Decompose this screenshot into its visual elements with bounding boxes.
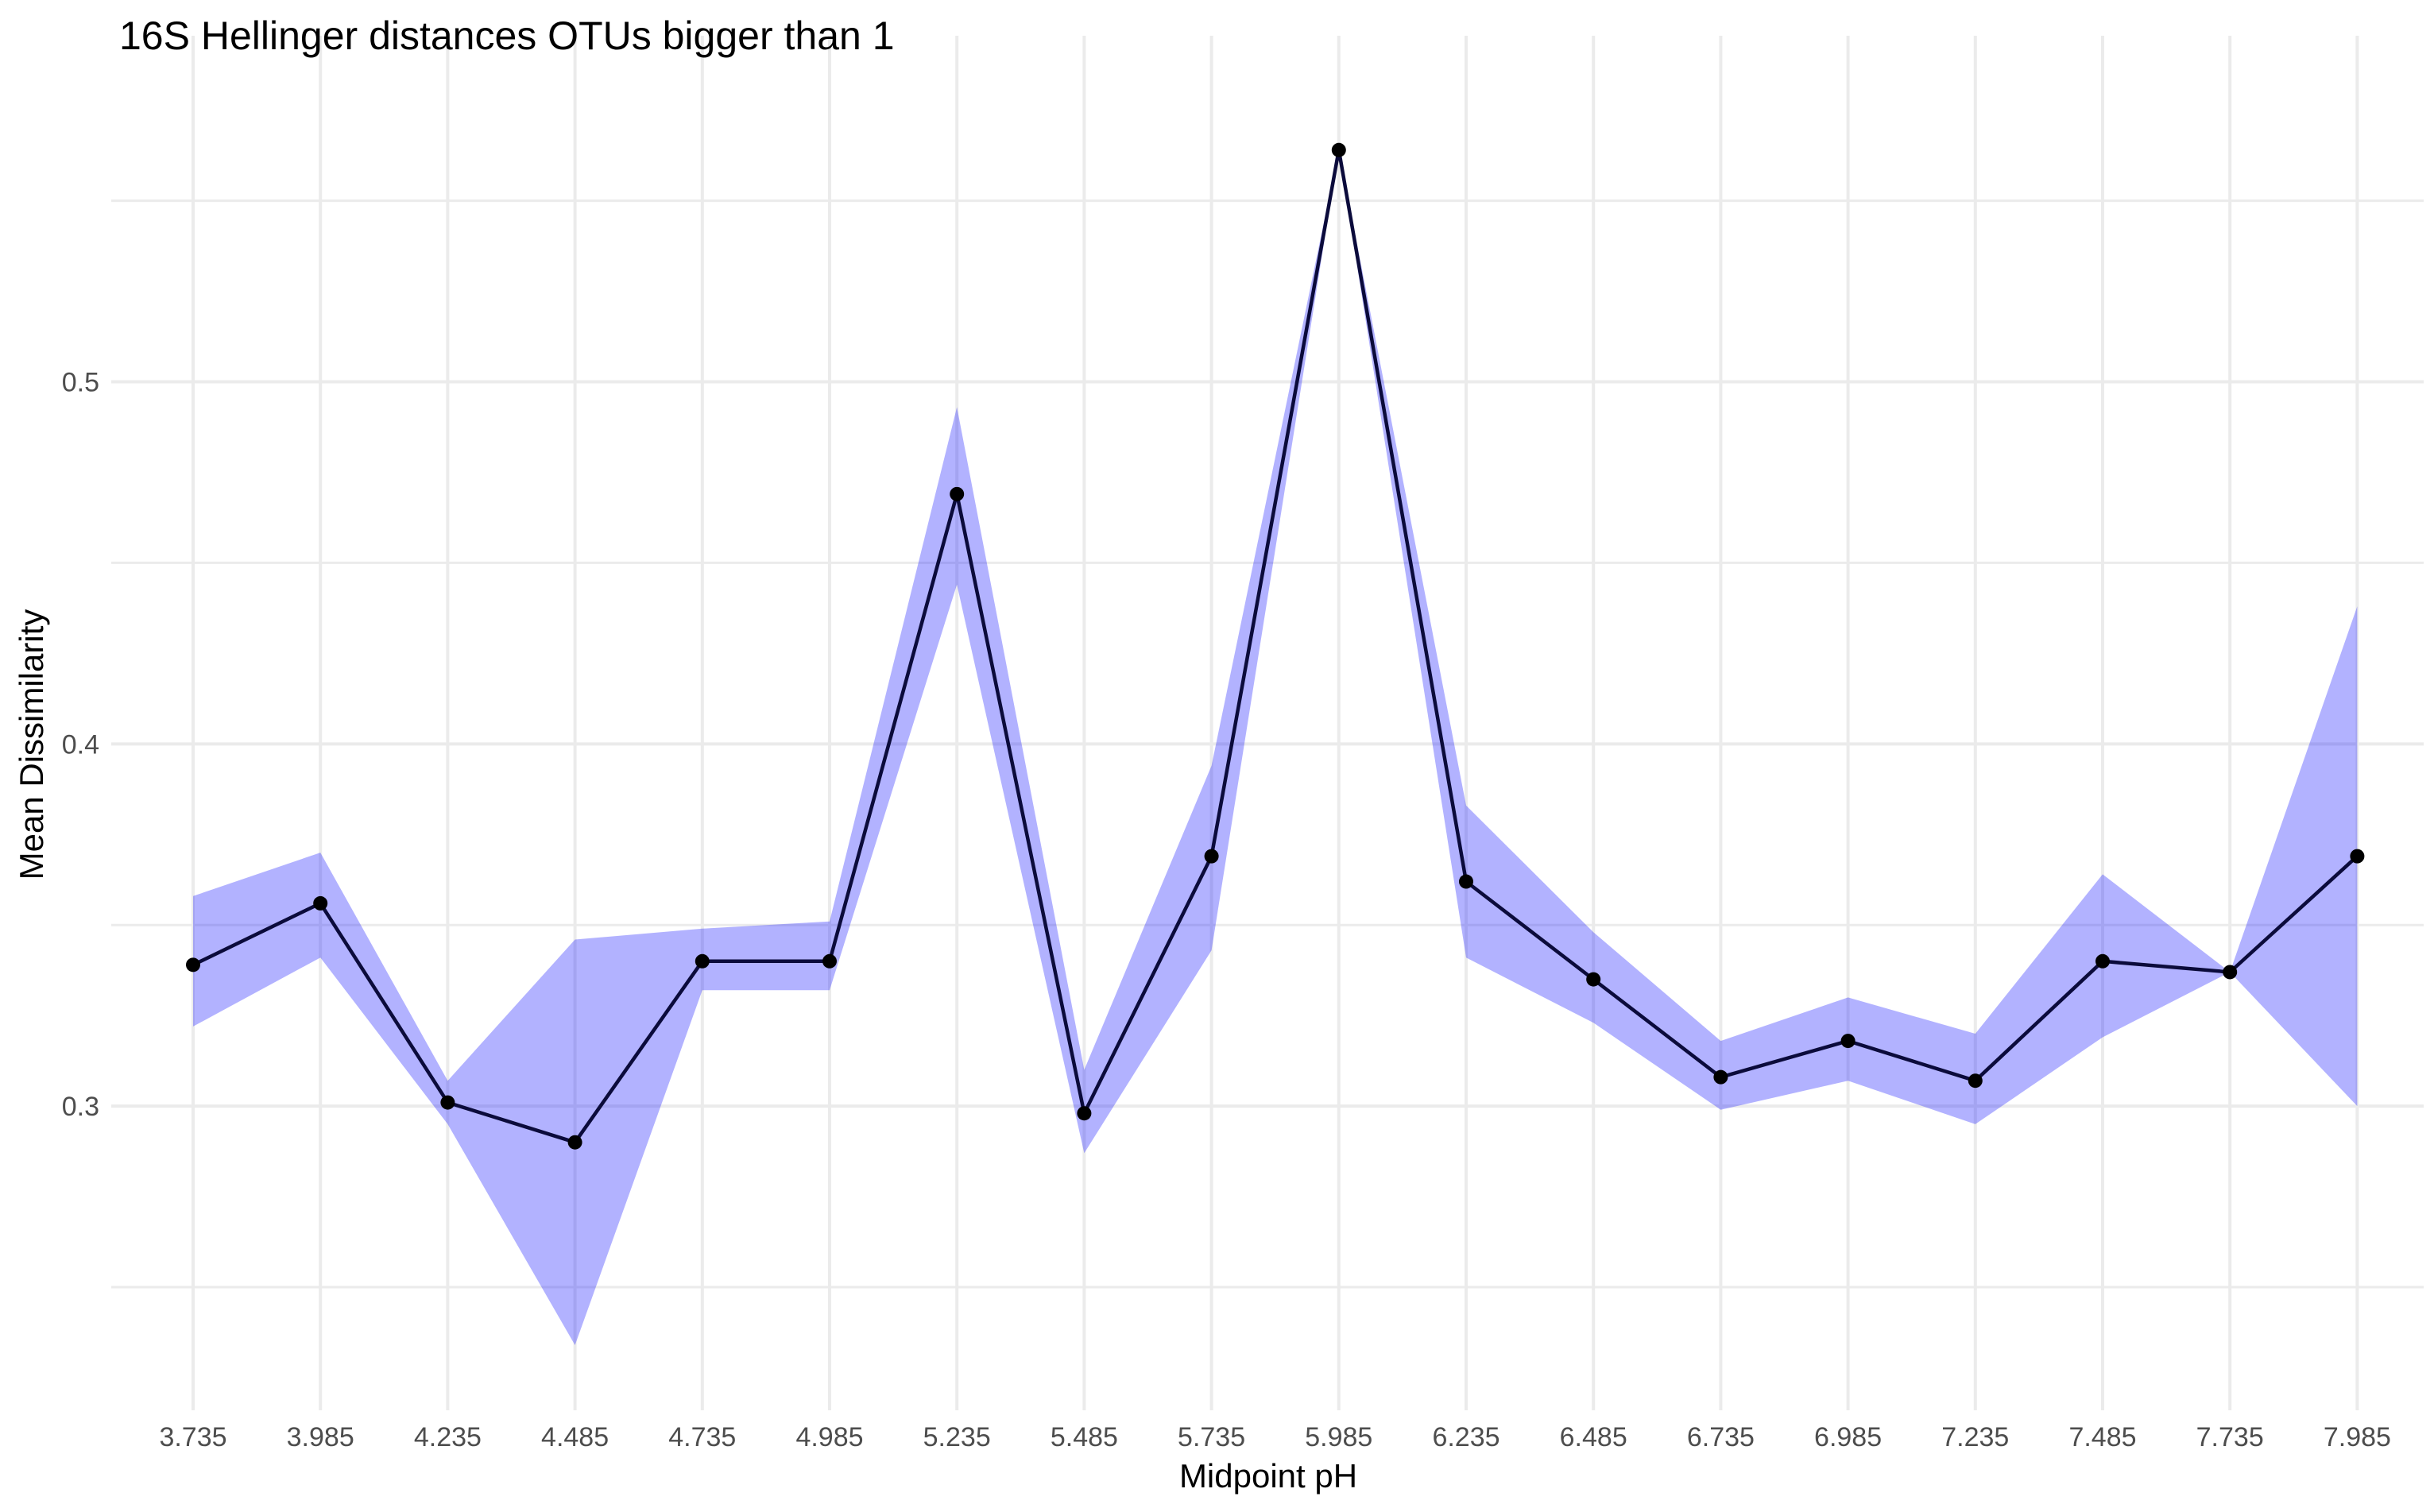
y-tick-label: 0.5 bbox=[62, 368, 99, 398]
y-axis-ticks: 0.3 0.4 0.5 bbox=[62, 368, 99, 1123]
data-point bbox=[1968, 1073, 1983, 1089]
data-point bbox=[822, 953, 837, 969]
x-tick-label: 7.235 bbox=[1941, 1422, 2009, 1452]
x-tick-label: 5.735 bbox=[1178, 1422, 1245, 1452]
x-tick-label: 6.235 bbox=[1432, 1422, 1499, 1452]
data-point bbox=[2223, 965, 2238, 980]
x-tick-label: 5.485 bbox=[1051, 1422, 1118, 1452]
x-tick-label: 6.485 bbox=[1560, 1422, 1627, 1452]
grid bbox=[111, 36, 2424, 1410]
data-point bbox=[695, 953, 710, 969]
x-tick-label: 3.985 bbox=[287, 1422, 354, 1452]
chart-title: 16S Hellinger distances OTUs bigger than… bbox=[119, 14, 895, 58]
data-point bbox=[1204, 849, 1219, 864]
x-tick-label: 6.735 bbox=[1687, 1422, 1755, 1452]
x-tick-label: 5.235 bbox=[923, 1422, 991, 1452]
x-axis-title: Midpoint pH bbox=[1179, 1457, 1357, 1495]
data-points bbox=[186, 142, 2365, 1150]
data-point bbox=[313, 895, 328, 911]
data-point bbox=[1586, 972, 1601, 987]
x-tick-label: 7.985 bbox=[2324, 1422, 2391, 1452]
x-tick-label: 3.735 bbox=[159, 1422, 226, 1452]
data-point bbox=[2095, 953, 2110, 969]
x-tick-label: 7.485 bbox=[2068, 1422, 2136, 1452]
y-axis-title: Mean Dissimilarity bbox=[13, 609, 50, 880]
x-tick-label: 6.985 bbox=[1814, 1422, 1882, 1452]
data-point bbox=[950, 486, 965, 501]
data-point bbox=[567, 1135, 582, 1150]
data-point bbox=[1331, 142, 1346, 157]
x-tick-label: 5.985 bbox=[1305, 1422, 1372, 1452]
data-point bbox=[2350, 849, 2365, 864]
series-polyline bbox=[192, 148, 2359, 1144]
data-point bbox=[1840, 1034, 1855, 1049]
x-tick-label: 7.735 bbox=[2196, 1422, 2264, 1452]
data-point bbox=[186, 957, 200, 973]
data-point bbox=[440, 1095, 455, 1110]
ribbon-area bbox=[193, 149, 2358, 1345]
x-axis-ticks: 3.735 3.985 4.235 4.485 4.735 4.985 5.235 5.485… bbox=[159, 1422, 2390, 1452]
x-tick-label: 4.235 bbox=[414, 1422, 482, 1452]
data-point bbox=[1713, 1069, 1728, 1085]
data-point bbox=[1077, 1106, 1092, 1121]
series-line bbox=[192, 148, 2359, 1144]
data-point bbox=[1459, 874, 1473, 889]
x-tick-label: 4.735 bbox=[668, 1422, 736, 1452]
y-tick-label: 0.4 bbox=[62, 729, 99, 760]
confidence-ribbon bbox=[193, 149, 2358, 1345]
y-tick-label: 0.3 bbox=[62, 1092, 99, 1122]
x-tick-label: 4.485 bbox=[541, 1422, 609, 1452]
x-tick-label: 4.985 bbox=[795, 1422, 863, 1452]
